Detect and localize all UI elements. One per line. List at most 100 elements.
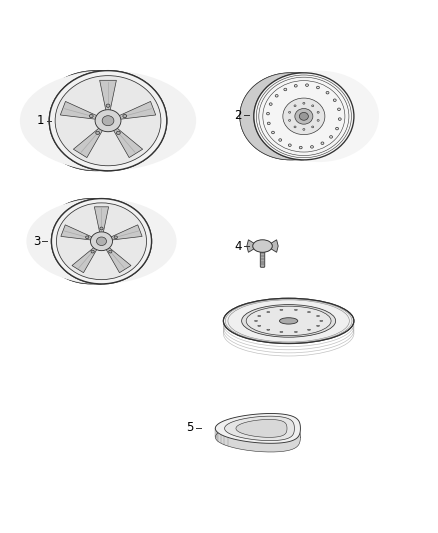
Ellipse shape [51, 199, 152, 284]
Ellipse shape [311, 146, 314, 148]
Polygon shape [215, 414, 300, 443]
Ellipse shape [326, 92, 329, 94]
Ellipse shape [317, 325, 319, 326]
Text: 1: 1 [37, 114, 45, 127]
Ellipse shape [317, 86, 319, 89]
Ellipse shape [289, 119, 291, 122]
Polygon shape [118, 101, 156, 119]
Ellipse shape [259, 71, 379, 162]
Ellipse shape [294, 332, 297, 333]
Ellipse shape [272, 131, 275, 134]
Ellipse shape [269, 103, 272, 106]
Ellipse shape [20, 71, 196, 171]
Ellipse shape [267, 122, 270, 125]
Ellipse shape [91, 250, 94, 253]
Ellipse shape [317, 316, 319, 317]
Ellipse shape [279, 139, 282, 141]
Ellipse shape [294, 105, 296, 107]
Ellipse shape [312, 105, 314, 107]
Polygon shape [270, 240, 278, 252]
Ellipse shape [320, 320, 323, 321]
Polygon shape [100, 80, 117, 111]
Ellipse shape [321, 142, 324, 144]
Ellipse shape [49, 71, 167, 171]
Ellipse shape [123, 115, 127, 118]
Text: 4: 4 [234, 240, 242, 253]
Ellipse shape [57, 203, 147, 280]
Ellipse shape [317, 111, 319, 113]
Polygon shape [240, 73, 304, 160]
FancyBboxPatch shape [260, 252, 265, 267]
Ellipse shape [246, 306, 331, 336]
Ellipse shape [49, 71, 167, 171]
Ellipse shape [109, 250, 112, 253]
Ellipse shape [294, 309, 297, 310]
Ellipse shape [102, 116, 114, 126]
Polygon shape [72, 247, 97, 273]
Ellipse shape [100, 227, 103, 230]
Polygon shape [247, 240, 254, 252]
Ellipse shape [338, 108, 340, 110]
Ellipse shape [258, 316, 261, 317]
Ellipse shape [294, 85, 297, 87]
Ellipse shape [279, 318, 298, 324]
Ellipse shape [114, 236, 117, 239]
Polygon shape [110, 225, 142, 240]
Ellipse shape [55, 76, 161, 166]
Ellipse shape [307, 329, 311, 330]
Polygon shape [36, 71, 108, 171]
Ellipse shape [303, 102, 305, 104]
Ellipse shape [275, 94, 278, 97]
Polygon shape [236, 419, 287, 438]
Ellipse shape [254, 73, 354, 160]
Text: 5: 5 [186, 421, 194, 434]
Ellipse shape [338, 118, 341, 120]
Ellipse shape [336, 127, 339, 130]
Polygon shape [60, 101, 98, 119]
Polygon shape [40, 199, 102, 284]
Ellipse shape [85, 236, 89, 239]
Ellipse shape [295, 109, 313, 124]
Ellipse shape [284, 88, 287, 91]
Ellipse shape [312, 126, 314, 128]
Ellipse shape [267, 329, 270, 330]
Ellipse shape [294, 126, 296, 128]
Ellipse shape [254, 320, 258, 321]
Ellipse shape [242, 304, 336, 337]
Ellipse shape [89, 115, 93, 118]
Ellipse shape [283, 98, 325, 135]
Ellipse shape [253, 240, 272, 252]
Ellipse shape [303, 128, 305, 131]
Ellipse shape [280, 332, 283, 333]
Polygon shape [215, 414, 300, 452]
Ellipse shape [317, 119, 319, 122]
Ellipse shape [223, 298, 354, 344]
Polygon shape [225, 416, 294, 441]
Ellipse shape [306, 84, 308, 86]
Polygon shape [61, 225, 93, 240]
Ellipse shape [289, 111, 291, 113]
Polygon shape [113, 128, 143, 158]
Ellipse shape [299, 112, 308, 120]
Ellipse shape [51, 199, 152, 284]
Ellipse shape [91, 232, 113, 251]
Ellipse shape [333, 99, 336, 101]
Ellipse shape [95, 110, 121, 132]
Ellipse shape [280, 309, 283, 310]
Ellipse shape [258, 325, 261, 326]
Polygon shape [94, 207, 109, 233]
Ellipse shape [266, 112, 269, 115]
Ellipse shape [55, 76, 161, 166]
Ellipse shape [96, 237, 106, 246]
Polygon shape [106, 247, 131, 273]
Ellipse shape [106, 104, 110, 107]
Text: 3: 3 [33, 235, 40, 248]
Ellipse shape [330, 135, 332, 138]
Ellipse shape [299, 146, 302, 149]
Ellipse shape [57, 203, 147, 280]
Polygon shape [73, 128, 103, 158]
Ellipse shape [26, 199, 177, 284]
Text: 2: 2 [234, 109, 242, 122]
Ellipse shape [288, 144, 291, 147]
Ellipse shape [96, 131, 99, 134]
